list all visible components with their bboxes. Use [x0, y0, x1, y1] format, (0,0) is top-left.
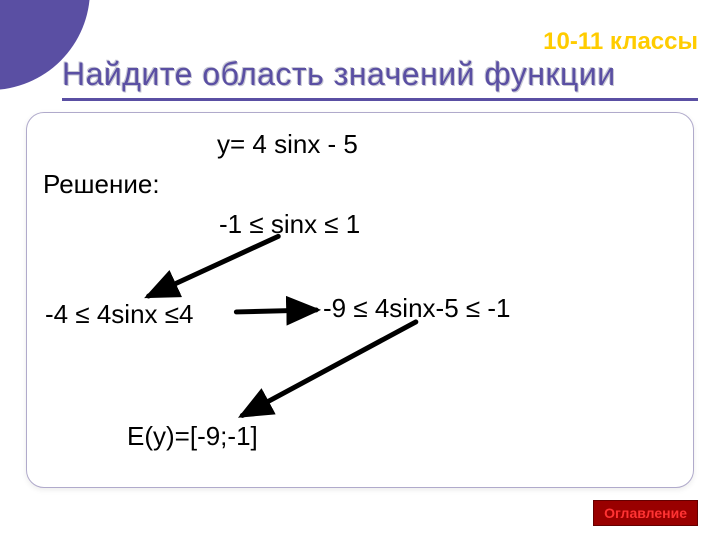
slide: 10-11 классы Найдите область значений фу… — [0, 0, 720, 540]
content-card: у= 4 sinx - 5 Решение: -1 ≤ sinx ≤ 1 -4 … — [26, 112, 694, 488]
content-inner: у= 4 sinx - 5 Решение: -1 ≤ sinx ≤ 1 -4 … — [27, 113, 693, 487]
slide-title: Найдите область значений функции — [62, 56, 616, 93]
toc-button[interactable]: Оглавление — [593, 500, 698, 526]
equation: у= 4 sinx - 5 — [217, 129, 358, 160]
answer: E(y)=[-9;-1] — [127, 421, 258, 452]
solution-label: Решение: — [43, 169, 160, 200]
step-1: -1 ≤ sinx ≤ 1 — [219, 209, 360, 240]
step-3: -9 ≤ 4sinx-5 ≤ -1 — [323, 293, 510, 324]
arrow-2 — [236, 310, 316, 312]
title-underline — [62, 98, 698, 101]
step-2: -4 ≤ 4sinx ≤4 — [45, 299, 193, 330]
arrow-1 — [149, 236, 279, 296]
grade-label: 10-11 классы — [543, 28, 698, 56]
arrow-3 — [242, 322, 415, 415]
